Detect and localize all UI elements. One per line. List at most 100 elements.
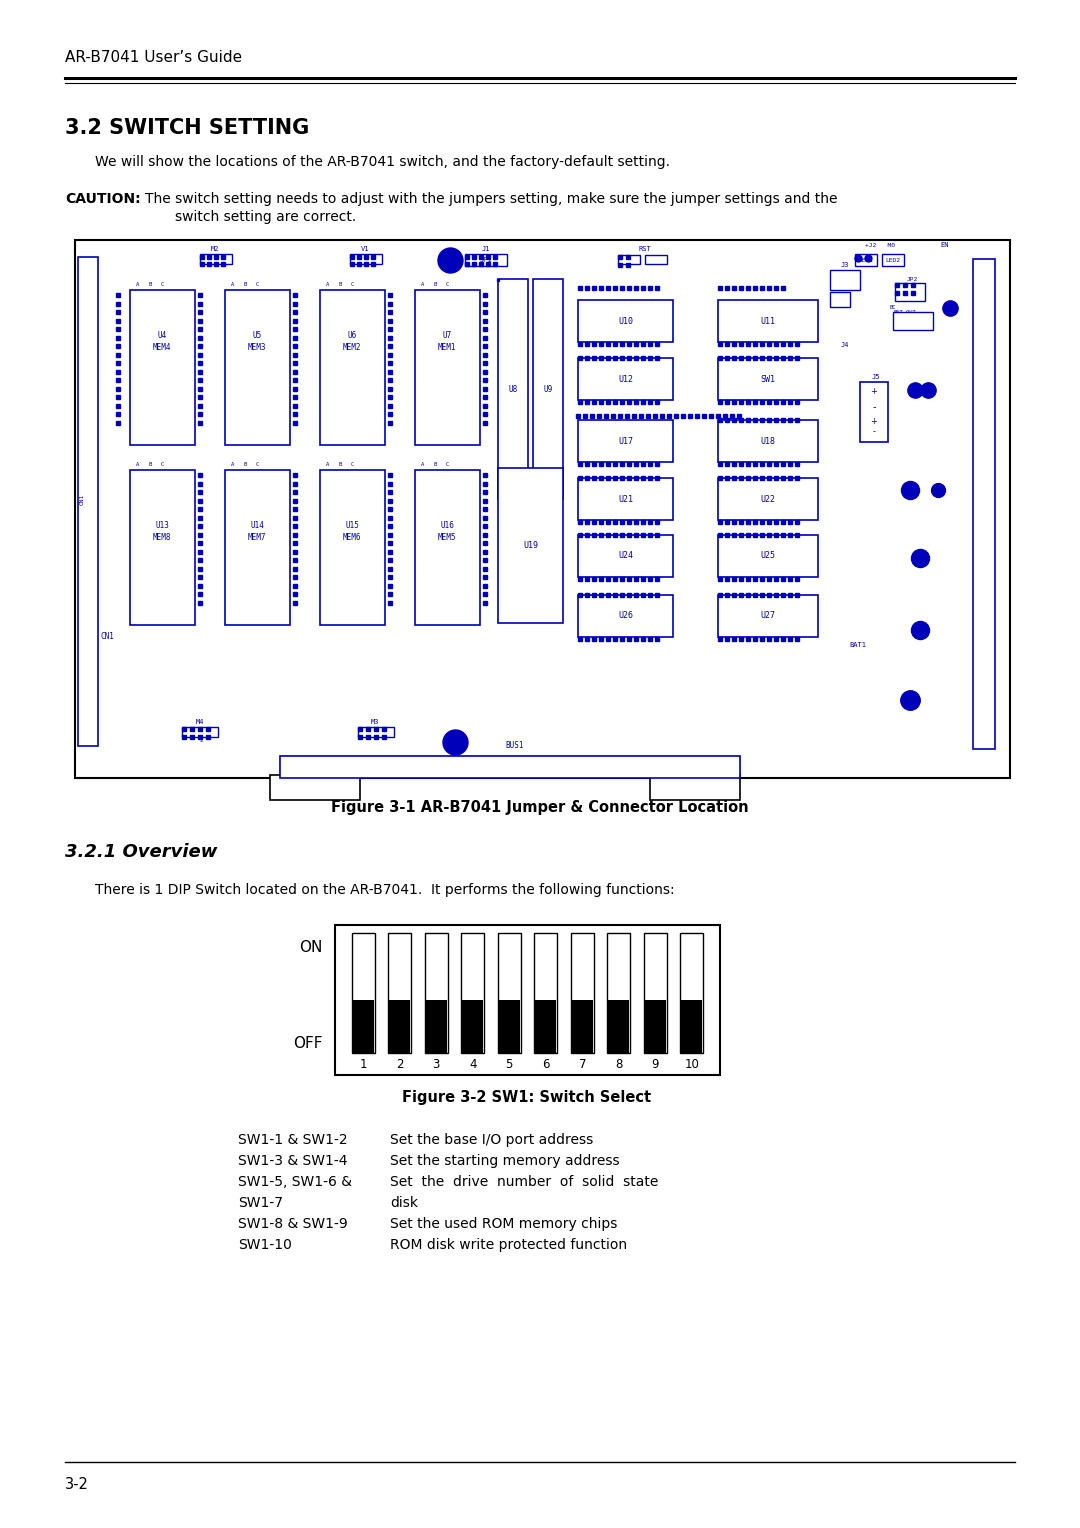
Bar bbox=[350, 254, 382, 264]
Text: U11: U11 bbox=[760, 316, 775, 325]
Bar bbox=[510, 756, 525, 776]
Text: LED2: LED2 bbox=[886, 258, 901, 263]
Text: SW1-5, SW1-6 &: SW1-5, SW1-6 & bbox=[238, 1175, 352, 1189]
Bar bbox=[366, 756, 380, 776]
Bar bbox=[467, 756, 482, 776]
Bar bbox=[423, 756, 438, 776]
Bar bbox=[320, 471, 384, 625]
Text: B: B bbox=[243, 461, 246, 468]
Bar bbox=[130, 290, 195, 445]
Text: Set the starting memory address: Set the starting memory address bbox=[390, 1154, 620, 1167]
Text: 3.2.1 Overview: 3.2.1 Overview bbox=[65, 843, 217, 860]
Bar bbox=[718, 594, 818, 637]
Text: C: C bbox=[445, 283, 448, 287]
Text: We will show the locations of the AR-B7041 switch, and the factory-default setti: We will show the locations of the AR-B70… bbox=[95, 154, 670, 170]
Bar bbox=[860, 382, 888, 442]
Text: JP2: JP2 bbox=[906, 277, 918, 283]
Bar bbox=[718, 535, 818, 578]
Bar bbox=[650, 775, 740, 801]
Text: switch setting are correct.: switch setting are correct. bbox=[175, 209, 356, 225]
Text: M4: M4 bbox=[195, 720, 204, 724]
Bar bbox=[462, 1001, 483, 1053]
Text: U7: U7 bbox=[443, 330, 451, 339]
Bar bbox=[578, 594, 673, 637]
Text: LED1: LED1 bbox=[859, 258, 874, 263]
Text: J5: J5 bbox=[872, 374, 880, 380]
Bar bbox=[644, 934, 666, 1053]
Text: A: A bbox=[326, 283, 329, 287]
Text: U26: U26 bbox=[618, 611, 633, 620]
Bar bbox=[280, 756, 740, 778]
Bar bbox=[415, 290, 480, 445]
Text: 4: 4 bbox=[469, 1059, 476, 1071]
Text: 3.2 SWITCH SETTING: 3.2 SWITCH SETTING bbox=[65, 118, 309, 138]
Text: U8: U8 bbox=[509, 385, 517, 394]
Bar bbox=[320, 290, 384, 445]
Bar bbox=[831, 292, 850, 307]
Bar bbox=[482, 756, 496, 776]
Text: 8: 8 bbox=[616, 1059, 622, 1071]
Text: The switch setting needs to adjust with the jumpers setting, make sure the jumpe: The switch setting needs to adjust with … bbox=[145, 193, 837, 206]
Bar bbox=[539, 756, 553, 776]
Bar bbox=[855, 254, 877, 266]
Text: J1: J1 bbox=[482, 246, 490, 252]
Bar bbox=[610, 756, 625, 776]
Text: A: A bbox=[326, 461, 329, 468]
Bar bbox=[578, 299, 673, 342]
Bar bbox=[596, 756, 610, 776]
Bar bbox=[525, 756, 539, 776]
Bar bbox=[625, 756, 639, 776]
Text: SW1-8 & SW1-9: SW1-8 & SW1-9 bbox=[238, 1216, 348, 1232]
Text: 3: 3 bbox=[433, 1059, 440, 1071]
Text: U17: U17 bbox=[618, 437, 633, 446]
Text: 2: 2 bbox=[200, 738, 203, 743]
Text: JP1: JP1 bbox=[480, 257, 492, 263]
Bar bbox=[718, 478, 818, 520]
Text: MEM7: MEM7 bbox=[247, 533, 267, 542]
Text: CAUTION:: CAUTION: bbox=[65, 193, 140, 206]
Text: BAT-OUT: BAT-OUT bbox=[893, 310, 916, 315]
Text: U5: U5 bbox=[253, 330, 261, 339]
Text: 5: 5 bbox=[505, 1059, 513, 1071]
Bar bbox=[380, 756, 395, 776]
Bar bbox=[498, 280, 528, 500]
Text: MEM6: MEM6 bbox=[342, 533, 361, 542]
Text: MEM1: MEM1 bbox=[437, 344, 456, 353]
Text: 9: 9 bbox=[651, 1059, 659, 1071]
Text: MEM5: MEM5 bbox=[437, 533, 456, 542]
Bar bbox=[183, 727, 218, 736]
Text: J3: J3 bbox=[840, 261, 849, 267]
Bar bbox=[697, 756, 712, 776]
Bar bbox=[572, 1001, 593, 1053]
Text: C: C bbox=[255, 283, 258, 287]
Bar bbox=[323, 756, 337, 776]
Text: -: - bbox=[873, 428, 876, 437]
Text: U21: U21 bbox=[618, 495, 633, 504]
Bar bbox=[645, 255, 667, 264]
Text: A: A bbox=[421, 283, 424, 287]
Bar bbox=[496, 756, 510, 776]
Bar bbox=[973, 260, 995, 749]
Bar bbox=[608, 1001, 629, 1053]
Bar bbox=[718, 420, 818, 461]
Bar bbox=[507, 487, 528, 500]
Bar bbox=[578, 535, 673, 578]
Text: U4: U4 bbox=[158, 330, 166, 339]
Bar bbox=[645, 1001, 665, 1053]
Text: 3-2: 3-2 bbox=[65, 1478, 89, 1491]
Bar bbox=[653, 756, 669, 776]
Text: 6: 6 bbox=[542, 1059, 550, 1071]
Text: U25: U25 bbox=[760, 552, 775, 561]
Text: U24: U24 bbox=[618, 552, 633, 561]
Bar bbox=[669, 756, 683, 776]
Bar bbox=[607, 934, 630, 1053]
Bar bbox=[726, 756, 740, 776]
Text: SW1-1 & SW1-2: SW1-1 & SW1-2 bbox=[238, 1132, 348, 1148]
Text: A: A bbox=[421, 461, 424, 468]
Bar bbox=[352, 934, 375, 1053]
Bar bbox=[453, 756, 467, 776]
Text: Figure 3-2 SW1: Switch Select: Figure 3-2 SW1: Switch Select bbox=[403, 1089, 651, 1105]
Bar bbox=[582, 756, 596, 776]
Bar bbox=[200, 254, 232, 264]
Bar bbox=[225, 471, 291, 625]
